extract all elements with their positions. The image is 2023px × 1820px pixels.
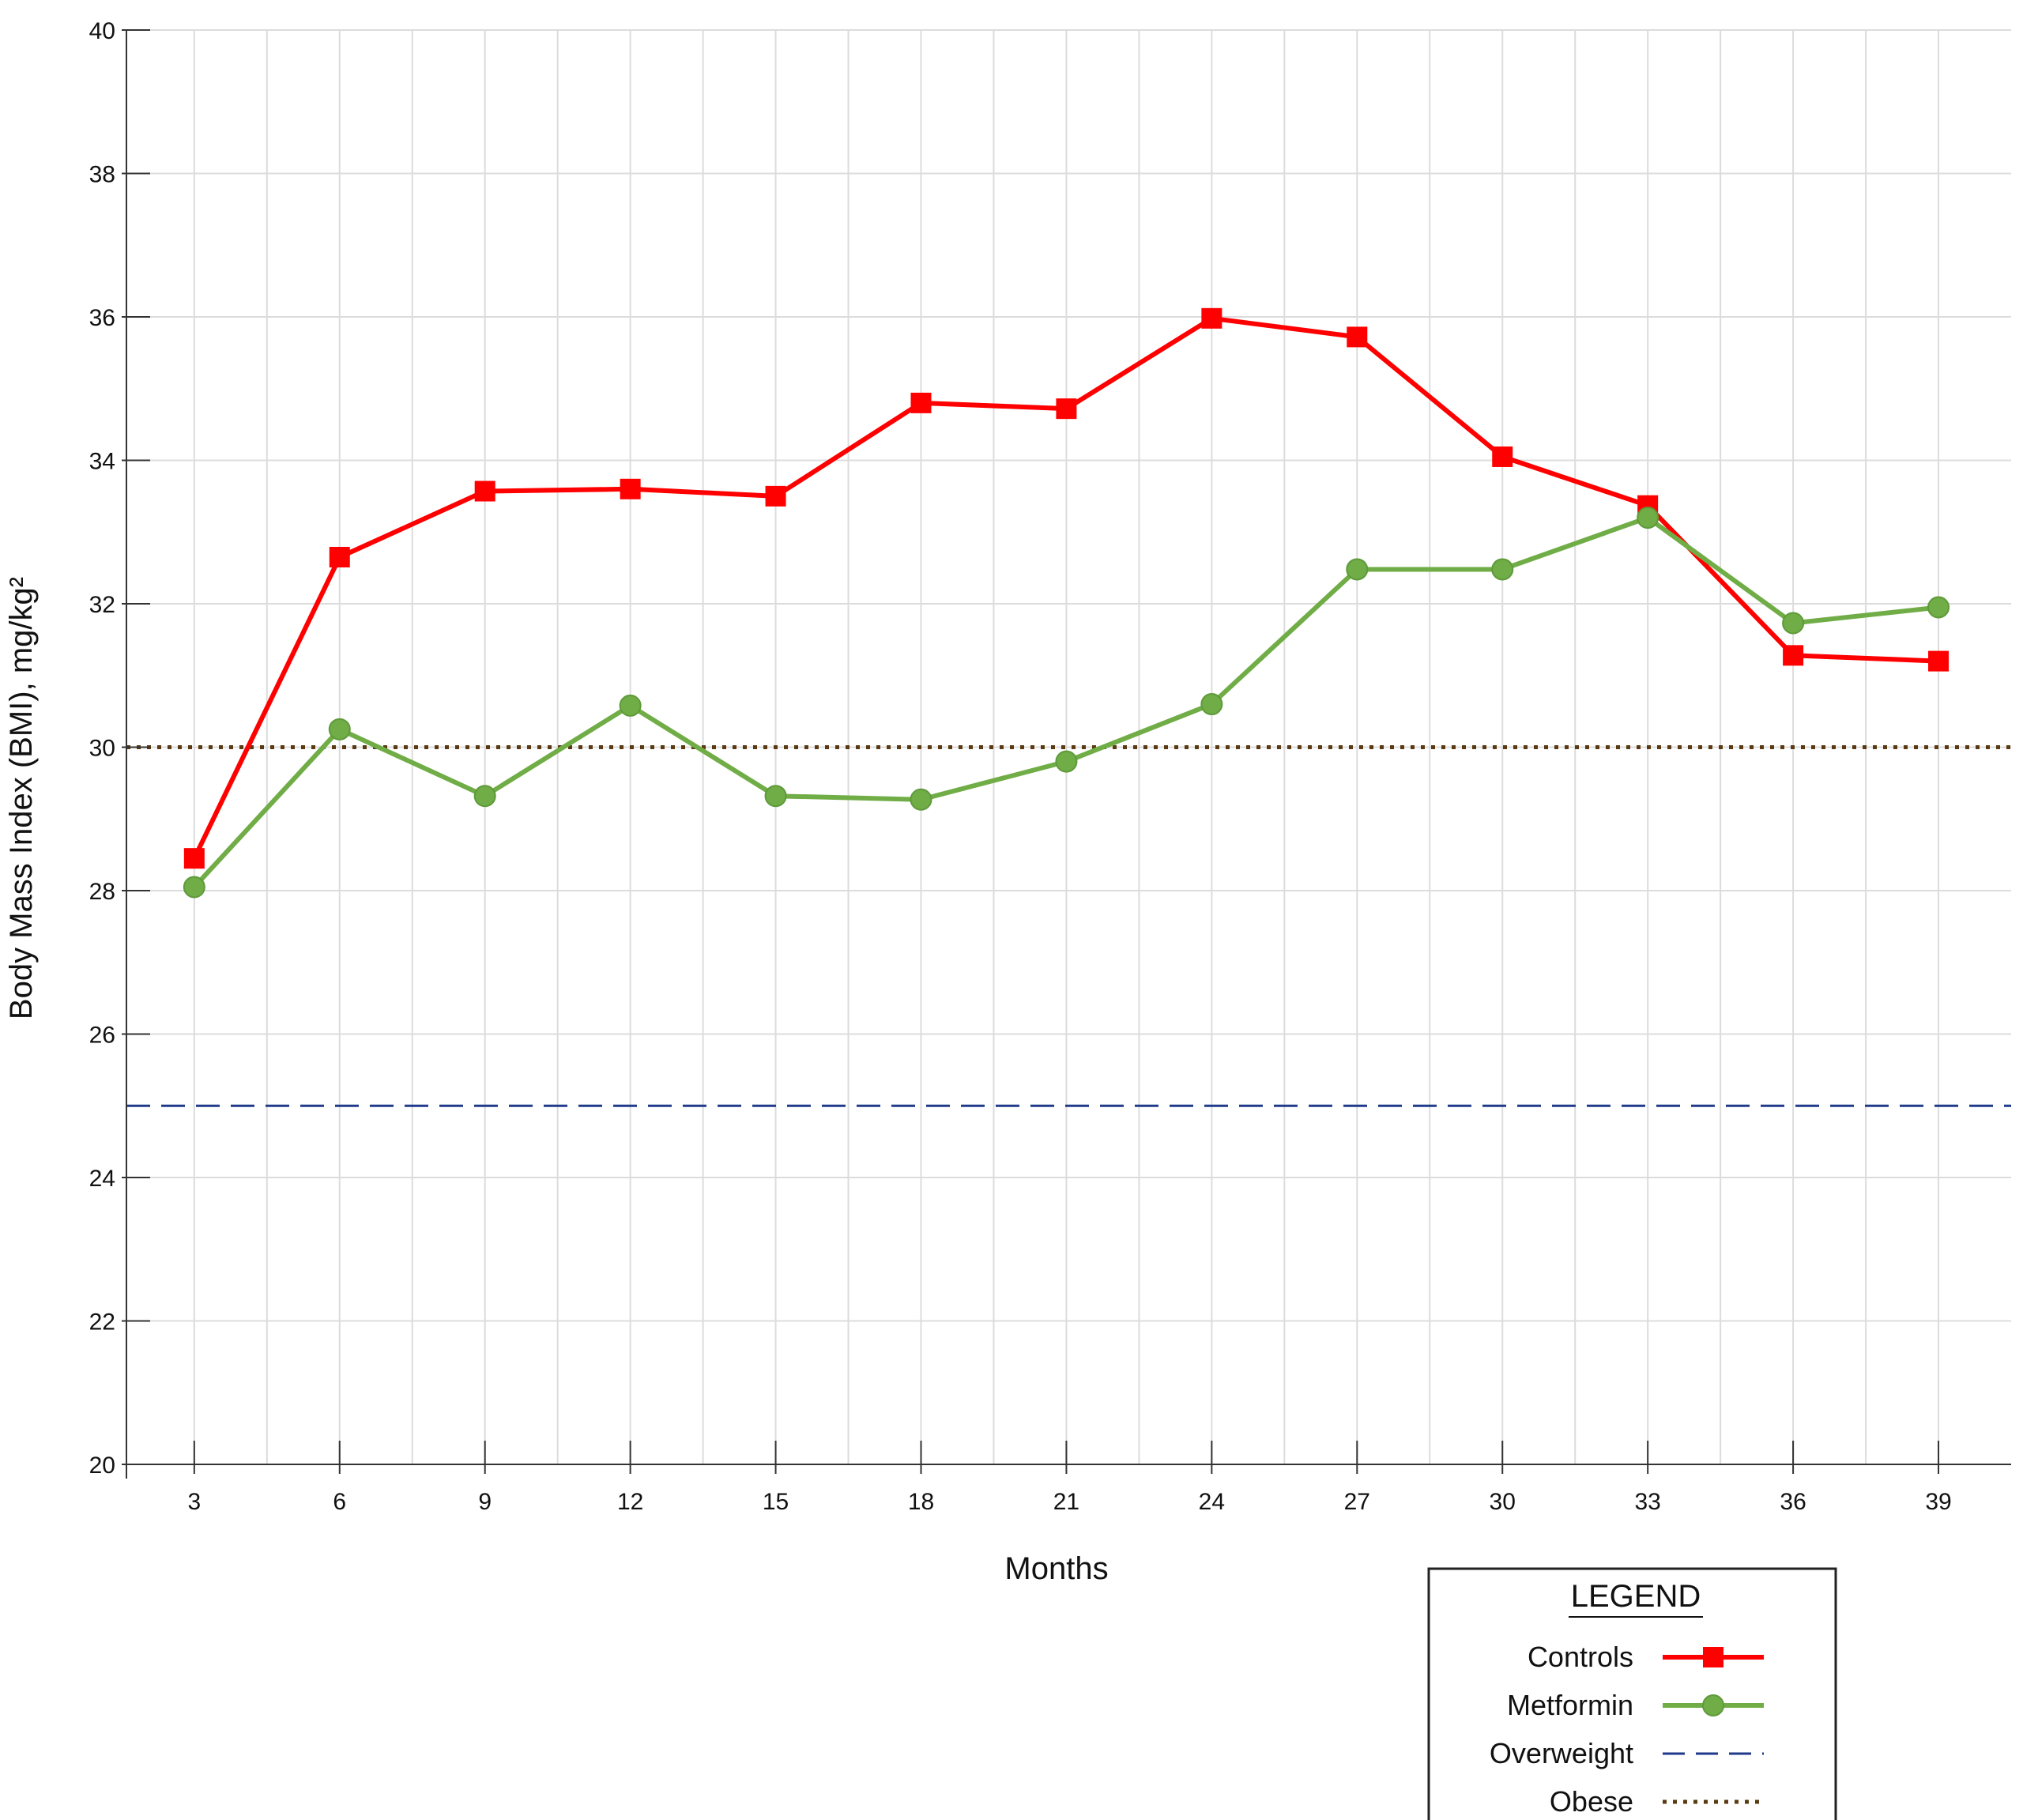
y-tick-label: 26 bbox=[89, 1023, 115, 1049]
series-metformin bbox=[183, 507, 1950, 899]
data-point-metformin bbox=[1055, 750, 1078, 773]
data-point-metformin bbox=[1346, 558, 1369, 581]
data-point-metformin bbox=[1637, 507, 1659, 529]
data-point-metformin bbox=[1200, 693, 1223, 716]
y-tick-label: 40 bbox=[89, 18, 115, 44]
data-point-controls bbox=[620, 478, 641, 499]
legend-label: Obese bbox=[1550, 1785, 1633, 1818]
data-point-metformin bbox=[764, 785, 787, 808]
legend-entry-obese: Obese bbox=[1550, 1785, 1764, 1818]
y-tick-label: 36 bbox=[89, 305, 115, 331]
grid bbox=[126, 29, 2011, 1464]
data-point-metformin bbox=[473, 785, 496, 808]
y-tick-label: 38 bbox=[89, 162, 115, 188]
y-tick-label: 20 bbox=[89, 1453, 115, 1479]
data-point-controls bbox=[329, 547, 350, 568]
legend-label: Overweight bbox=[1490, 1737, 1633, 1769]
legend-title: LEGEND bbox=[1571, 1579, 1701, 1614]
data-point-controls bbox=[474, 480, 495, 502]
x-tick-label: 12 bbox=[617, 1489, 643, 1515]
data-point-controls bbox=[910, 392, 932, 413]
data-point-metformin bbox=[910, 788, 932, 811]
x-tick-label: 15 bbox=[763, 1489, 789, 1515]
y-tick-label: 34 bbox=[89, 449, 115, 475]
y-tick-label: 30 bbox=[89, 736, 115, 762]
data-point-controls bbox=[1783, 645, 1804, 666]
legend-swatch-marker bbox=[1703, 1647, 1724, 1667]
x-tick-label: 3 bbox=[187, 1489, 201, 1515]
data-point-metformin bbox=[619, 694, 642, 717]
x-tick-label: 36 bbox=[1780, 1489, 1806, 1515]
legend-entry-overweight: Overweight bbox=[1490, 1737, 1764, 1769]
x-tick-label: 30 bbox=[1490, 1489, 1516, 1515]
series bbox=[183, 307, 1950, 899]
x-tick-label: 24 bbox=[1199, 1489, 1225, 1515]
legend-entry-metformin: Metformin bbox=[1507, 1689, 1764, 1721]
x-tick-label: 39 bbox=[1925, 1489, 1951, 1515]
legend-label: Controls bbox=[1528, 1641, 1633, 1673]
x-tick-label: 18 bbox=[908, 1489, 934, 1515]
x-tick-label: 9 bbox=[478, 1489, 492, 1515]
data-point-controls bbox=[183, 848, 205, 869]
y-tick-label: 22 bbox=[89, 1309, 115, 1336]
data-point-controls bbox=[1056, 398, 1077, 420]
data-point-controls bbox=[765, 485, 786, 507]
data-point-metformin bbox=[1491, 558, 1514, 581]
y-ticks: 20 22 24 26 28 30 32 34 36 38 40 bbox=[89, 18, 150, 1479]
legend-swatch-marker bbox=[1702, 1694, 1724, 1716]
legend-box bbox=[1427, 1567, 1837, 1820]
axes bbox=[126, 30, 2011, 1479]
data-point-controls bbox=[1347, 326, 1368, 348]
y-tick-label: 24 bbox=[89, 1166, 115, 1192]
x-tick-label: 33 bbox=[1634, 1489, 1660, 1515]
legend: LEGEND Controls Metformin Overweight Obese bbox=[1427, 1567, 1837, 1820]
data-point-metformin bbox=[1927, 596, 1950, 619]
data-point-metformin bbox=[183, 876, 205, 899]
data-point-controls bbox=[1492, 446, 1513, 467]
y-tick-label: 28 bbox=[89, 879, 115, 905]
x-axis-title: Months bbox=[1004, 1551, 1108, 1586]
y-tick-label: 32 bbox=[89, 592, 115, 618]
legend-label: Metformin bbox=[1507, 1689, 1633, 1721]
x-tick-label: 27 bbox=[1344, 1489, 1370, 1515]
data-point-metformin bbox=[328, 718, 351, 740]
data-point-controls bbox=[1928, 650, 1950, 672]
data-point-metformin bbox=[1782, 612, 1805, 635]
x-ticks: 3 6 9 12 15 18 21 24 27 30 33 36 39 bbox=[187, 1441, 1952, 1515]
reference-lines bbox=[126, 745, 2011, 1107]
legend-entry-controls: Controls bbox=[1528, 1641, 1764, 1673]
x-tick-label: 21 bbox=[1053, 1489, 1079, 1515]
x-tick-label: 6 bbox=[333, 1489, 346, 1515]
legend-entries: Controls Metformin Overweight Obese bbox=[1490, 1641, 1764, 1818]
data-point-controls bbox=[1201, 307, 1222, 329]
y-axis-title: Body Mass Index (BMI), mg/kg² bbox=[4, 577, 39, 1019]
